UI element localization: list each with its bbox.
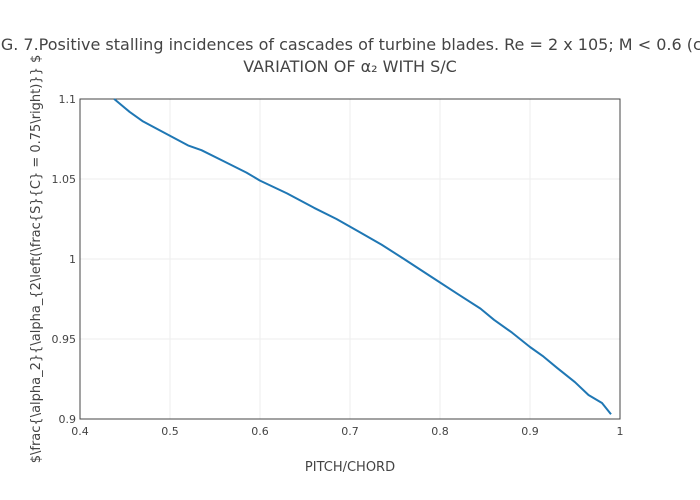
chart-title-line-1: FIG. 7.Positive stalling incidences of c…	[0, 35, 700, 54]
y-tick-label: 0.9	[59, 413, 77, 426]
x-axis-title: PITCH/CHORD	[305, 460, 395, 475]
y-tick-label: 1.1	[59, 93, 77, 106]
y-axis-title: $\frac{\alpha_2}{\alpha_{2\left(\frac{S}…	[29, 55, 44, 464]
x-tick-label: 0.7	[341, 425, 359, 438]
y-tick-label: 1	[69, 253, 76, 266]
plot-border	[79, 98, 621, 420]
series-line	[113, 98, 612, 415]
x-axis-ticks: 0.4 0.5 0.6 0.7 0.8 0.9 1	[71, 425, 623, 438]
x-tick-label: 1	[617, 425, 624, 438]
x-tick-label: 0.8	[431, 425, 449, 438]
chart-title-line-2: VARIATION OF α₂ WITH S/C	[243, 57, 457, 76]
y-tick-label: 0.95	[52, 333, 77, 346]
y-axis-ticks: 0.9 0.95 1 1.05 1.1	[52, 93, 77, 426]
x-tick-label: 0.5	[161, 425, 179, 438]
series-group	[113, 98, 612, 415]
x-tick-label: 0.9	[521, 425, 539, 438]
x-tick-label: 0.4	[71, 425, 89, 438]
y-tick-label: 1.05	[52, 173, 77, 186]
x-tick-label: 0.6	[251, 425, 269, 438]
plot-frame	[79, 98, 621, 420]
grid	[79, 98, 621, 420]
